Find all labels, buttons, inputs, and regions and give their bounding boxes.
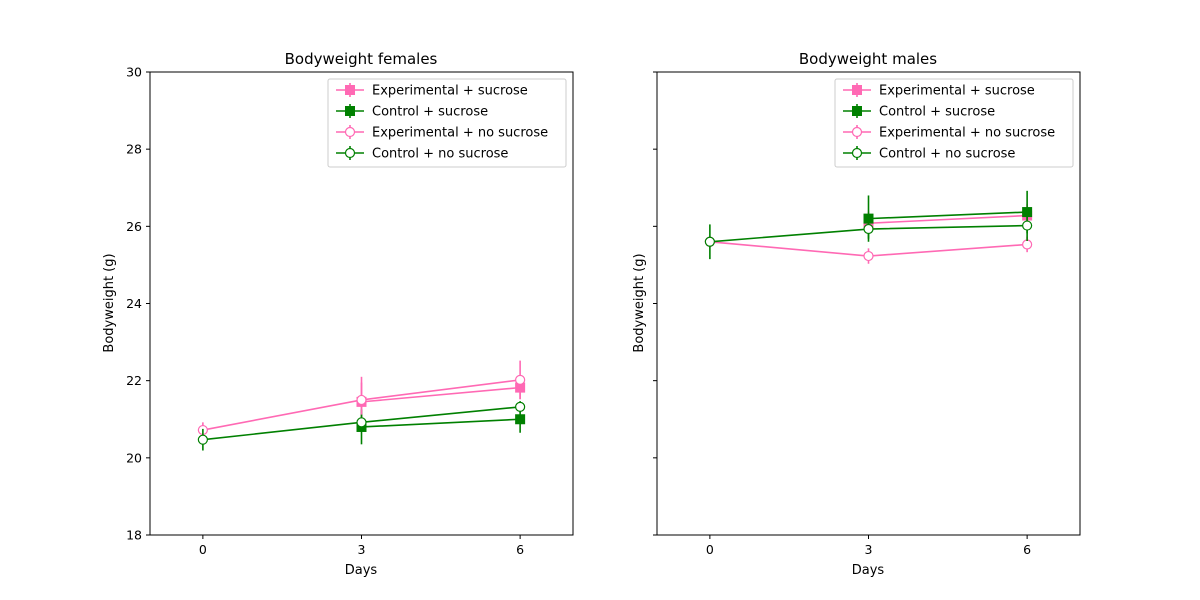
legend-marker xyxy=(851,126,863,138)
x-tick-label: 3 xyxy=(865,542,873,557)
plot-area: 0 3 6 Experimental + sucrose Control + sucro… xyxy=(653,71,1081,557)
legend-marker xyxy=(344,147,356,159)
legend-marker xyxy=(852,106,862,116)
legend-marker xyxy=(344,126,356,138)
data-point xyxy=(863,250,874,262)
legend: Experimental + sucrose Control + sucrose E… xyxy=(834,78,1074,168)
series-line xyxy=(361,386,521,403)
data-point xyxy=(863,223,874,235)
legend-label: Control + no sucrose xyxy=(879,147,1015,162)
chart-panel-females: Bodyweight females Days Bodyweight (g) 0… xyxy=(102,50,574,578)
legend-label: Experimental + no sucrose xyxy=(879,126,1055,141)
y-tick-label: 22 xyxy=(126,373,142,388)
x-tick-label: 0 xyxy=(706,542,714,557)
data-point xyxy=(515,374,526,385)
x-axis-label: Days xyxy=(852,563,885,578)
data-point xyxy=(1022,220,1033,231)
legend-marker xyxy=(851,147,863,159)
data-point xyxy=(515,414,526,425)
x-tick-label: 6 xyxy=(1023,542,1031,557)
legend-marker xyxy=(345,106,355,116)
legend-label: Experimental + sucrose xyxy=(879,84,1035,99)
x-tick-label: 3 xyxy=(358,542,366,557)
series-line xyxy=(868,214,1028,225)
y-tick-label: 28 xyxy=(126,142,142,157)
legend-box xyxy=(834,78,1074,168)
chart-title: Bodyweight males xyxy=(799,50,937,68)
y-tick-label: 26 xyxy=(126,219,142,234)
legend: Experimental + sucrose Control + sucrose E… xyxy=(327,78,567,168)
legend-label: Control + sucrose xyxy=(372,105,488,120)
plot-area: 0 3 6 18 20 22 24 26 28 30 Experimental + sucrose C… xyxy=(126,65,574,557)
x-tick-label: 6 xyxy=(516,542,524,557)
series-line xyxy=(361,418,521,428)
data-point xyxy=(356,394,367,406)
legend-label: Experimental + no sucrose xyxy=(372,126,548,141)
y-tick-label: 20 xyxy=(126,450,142,465)
x-tick-label: 0 xyxy=(199,542,207,557)
legend-marker xyxy=(852,85,862,95)
data-point xyxy=(704,236,715,247)
y-axis-label: Bodyweight (g) xyxy=(102,253,117,352)
data-point xyxy=(197,434,208,445)
x-axis-label: Days xyxy=(345,563,378,578)
y-tick-label: 30 xyxy=(126,65,142,80)
legend-label: Experimental + sucrose xyxy=(372,84,528,99)
series-line xyxy=(868,211,1028,220)
data-point xyxy=(515,401,526,413)
legend-label: Control + sucrose xyxy=(879,105,995,120)
y-axis-label: Bodyweight (g) xyxy=(632,253,647,352)
y-tick-label: 18 xyxy=(126,528,142,543)
y-tick-label: 24 xyxy=(126,296,142,311)
chart-title: Bodyweight females xyxy=(285,50,438,68)
legend-label: Control + no sucrose xyxy=(372,147,508,162)
legend-marker xyxy=(345,85,355,95)
data-point xyxy=(1022,239,1033,250)
chart-panel-males: Bodyweight males Days Bodyweight (g) 0 3 6… xyxy=(632,50,1081,578)
data-point xyxy=(356,417,367,428)
legend-box xyxy=(327,78,567,168)
